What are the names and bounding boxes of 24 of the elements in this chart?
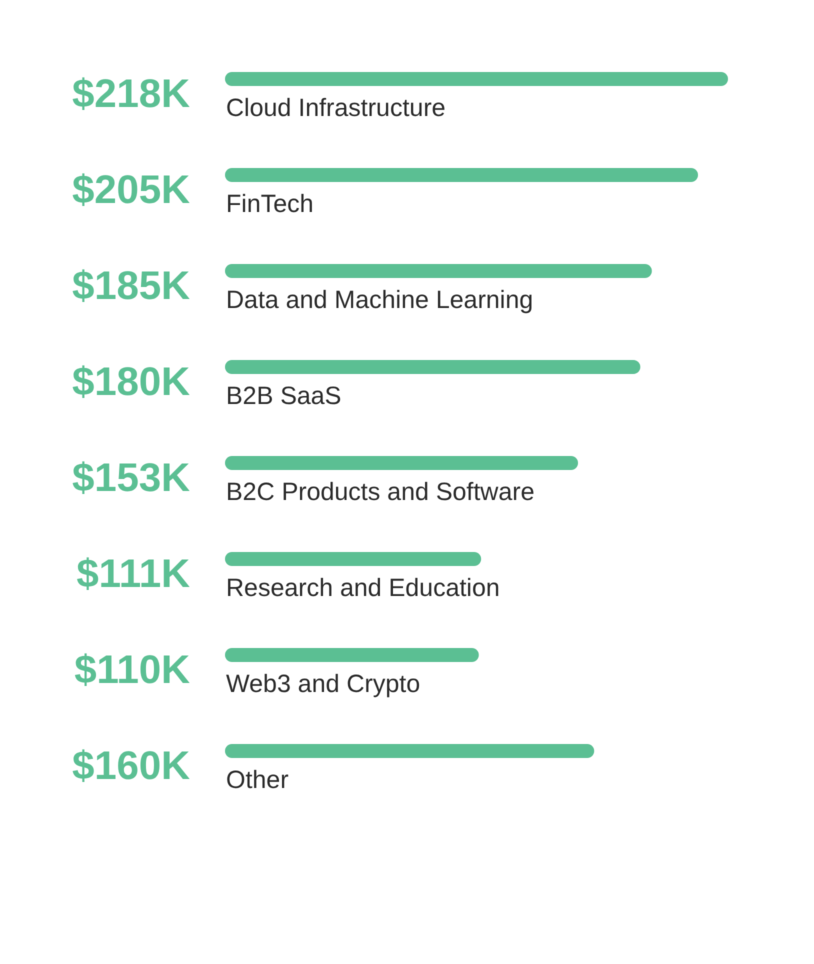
bar [225,168,698,182]
bar [225,552,482,566]
data-label: $153K [72,456,190,500]
bar [225,72,728,86]
y-tick-label: Other [226,766,289,794]
data-label: $218K [72,72,190,116]
data-label: $160K [72,744,190,788]
bar [225,456,578,470]
data-label: $180K [72,360,190,404]
y-tick-label: Web3 and Crypto [226,670,420,698]
y-tick-label: B2B SaaS [226,382,342,410]
bar [225,744,594,758]
data-label: $111K [76,552,190,596]
y-tick-label: Cloud Infrastructure [226,94,446,122]
bar [225,360,640,374]
bar [225,648,479,662]
data-label: $205K [72,168,190,212]
y-tick-label: Research and Education [226,574,500,602]
data-label: $110K [74,648,190,692]
bar [225,264,652,278]
data-label: $185K [72,264,190,308]
y-tick-label: Data and Machine Learning [226,286,534,314]
y-tick-label: FinTech [226,190,314,218]
y-tick-label: B2C Products and Software [226,478,534,506]
